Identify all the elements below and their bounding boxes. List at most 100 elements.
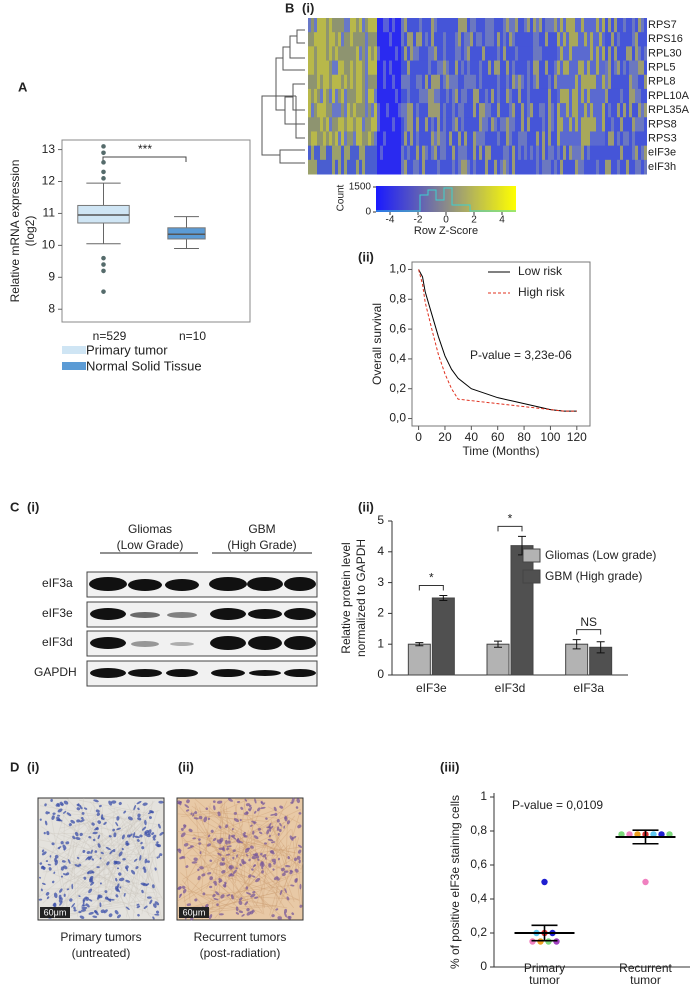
heatmap-cell [467, 60, 470, 76]
heatmap-cell [317, 46, 320, 62]
heatmap-cell [482, 32, 485, 47]
heatmap-cell [392, 103, 395, 118]
heatmap-cell [419, 117, 422, 132]
heatmap-cell [518, 60, 521, 76]
heatmap-cell [512, 159, 515, 175]
nucleus [46, 896, 50, 900]
tissue-fiber [202, 905, 278, 913]
heatmap-cell [332, 46, 335, 62]
heatmap-cell [353, 103, 356, 118]
heatmap-cell [464, 145, 467, 161]
heatmap-cell [386, 60, 389, 76]
heatmap-cell [464, 131, 467, 147]
nucleus [238, 840, 243, 844]
error-bar [596, 641, 605, 654]
tissue-fiber [87, 822, 140, 892]
heatmap-cell [575, 145, 578, 161]
heatmap-cell [344, 46, 347, 62]
heatmap-cell [485, 117, 488, 132]
nucleus [259, 861, 264, 867]
heatmap-cell [593, 74, 596, 90]
tissue-fiber [79, 817, 152, 919]
heatmap-cell [575, 131, 578, 147]
nucleus [118, 802, 122, 806]
heatmap-cell [611, 117, 614, 132]
heatmap-cell [308, 117, 311, 132]
nucleus [236, 837, 239, 842]
heatmap-cell [446, 18, 449, 33]
heatmap-cell [479, 131, 482, 147]
heatmap-cell [338, 117, 341, 132]
heatmap-cell [599, 18, 602, 33]
heatmap-cell [620, 18, 623, 33]
nucleus [228, 834, 231, 840]
heatmap-cell [584, 145, 587, 161]
heatmap-cell [461, 46, 464, 62]
heatmap-cell [545, 88, 548, 104]
tissue-fiber [186, 809, 275, 843]
heatmap-cell [380, 88, 383, 104]
heatmap-cell [500, 145, 503, 161]
heatmap-cell [446, 159, 449, 175]
tissue-fiber [81, 872, 121, 879]
heatmap-cell [635, 18, 638, 33]
heatmap-cell [575, 103, 578, 118]
nucleus [260, 801, 263, 804]
nucleus [97, 834, 101, 840]
heatmap-cell [533, 159, 536, 175]
tissue-fiber [77, 882, 88, 884]
heatmap-cell [518, 131, 521, 147]
heatmap-cell [632, 131, 635, 147]
heatmap-cell [458, 88, 461, 104]
heatmap-cell [374, 46, 377, 62]
heatmap-cell [644, 46, 647, 62]
heatmap-cell [605, 103, 608, 118]
heatmap-cell [380, 46, 383, 62]
nucleus [186, 903, 192, 907]
legend-label: Low risk [518, 264, 563, 278]
heatmap-cell [509, 74, 512, 90]
tissue-fiber [116, 809, 163, 900]
nucleus [77, 803, 80, 806]
heatmap-cell [551, 103, 554, 118]
heatmap-cell [353, 131, 356, 147]
nucleus [108, 913, 113, 918]
nucleus [283, 825, 286, 829]
nucleus [73, 909, 77, 912]
heatmap-cell [563, 103, 566, 118]
heatmap-cell [557, 159, 560, 175]
nucleus [201, 873, 206, 877]
heatmap-cell [362, 74, 365, 90]
heatmap-cell [566, 159, 569, 175]
heatmap-cell [512, 60, 515, 76]
tissue-fiber [179, 832, 296, 854]
nucleus [142, 883, 148, 887]
heatmap-cell [398, 103, 401, 118]
tissue-fiber [89, 815, 150, 886]
nucleus [213, 805, 216, 811]
nucleus [180, 832, 186, 838]
nucleus [226, 845, 232, 848]
heatmap-cell [317, 117, 320, 132]
heatmap-cell [329, 46, 332, 62]
heatmap-cell [335, 103, 338, 118]
nucleus [159, 853, 163, 857]
nucleus [79, 819, 85, 823]
heatmap-cell [581, 74, 584, 90]
heatmap-cell [317, 74, 320, 90]
nucleus [253, 810, 257, 814]
heatmap-cell [542, 46, 545, 62]
heatmap-cell [392, 117, 395, 132]
heatmap-cell [356, 159, 359, 175]
heatmap-cell [470, 88, 473, 104]
nucleus [62, 873, 68, 876]
nucleus [156, 841, 159, 844]
heatmap-cell [446, 32, 449, 47]
y-label: % of positive eIF3e staining cells [448, 795, 462, 969]
heatmap-cell [599, 46, 602, 62]
heatmap-cell [572, 46, 575, 62]
y-tick-label: 0 [480, 959, 487, 973]
heatmap-cell [332, 145, 335, 161]
nucleus [123, 810, 127, 814]
